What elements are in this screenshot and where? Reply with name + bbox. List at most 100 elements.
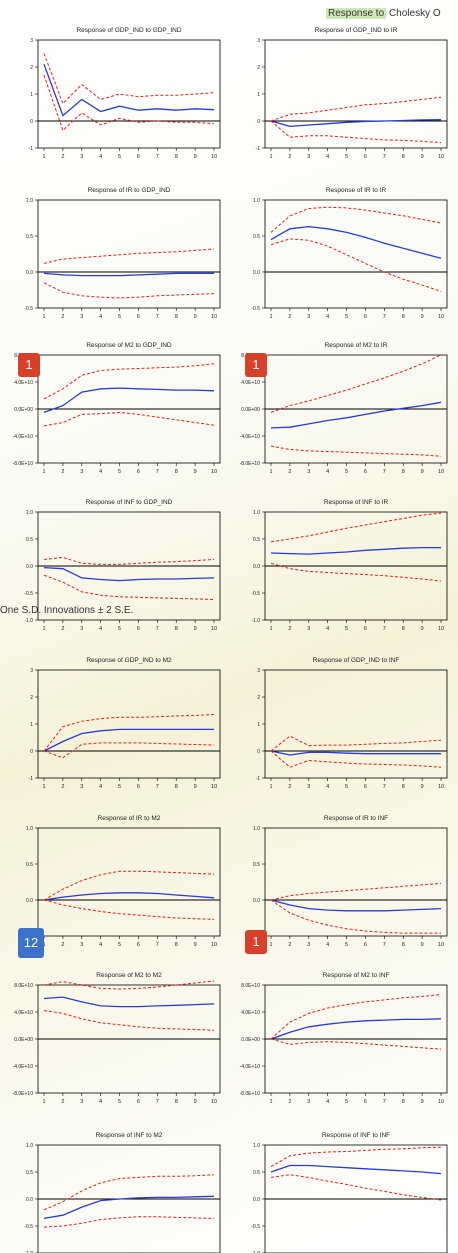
response-line	[43, 1195, 215, 1220]
upper-band-line	[43, 1174, 215, 1211]
x-tick-label: 3	[80, 1099, 83, 1105]
y-tick-label: -4.0E+10	[240, 1064, 261, 1070]
y-tick-label: 0	[30, 749, 33, 755]
x-tick-label: 9	[194, 154, 197, 160]
notification-badge[interactable]: 1	[245, 930, 267, 954]
y-tick-label: 0.0	[26, 1197, 33, 1203]
notification-badge[interactable]: 1	[245, 353, 267, 377]
x-tick-label: 1	[269, 942, 272, 948]
x-tick-label: 1	[42, 942, 45, 948]
x-tick-label: 8	[402, 154, 405, 160]
chart-panel: Response of INF to GDP_IND -1.0 -0.5 0.0 0.5…	[24, 499, 221, 632]
x-tick-label: 2	[288, 314, 291, 320]
response-line	[43, 892, 215, 901]
x-tick-label: 4	[99, 626, 102, 632]
upper-band-line	[270, 96, 442, 122]
x-tick-label: 10	[211, 784, 217, 790]
y-tick-label: 8.0E+10	[241, 983, 260, 989]
y-tick-label: 3	[30, 38, 33, 44]
x-tick-label: 4	[326, 784, 329, 790]
x-tick-label: 6	[364, 1099, 367, 1105]
x-tick-label: 1	[269, 469, 272, 475]
y-tick-label: 1.0	[253, 198, 260, 204]
x-tick-label: 5	[345, 1099, 348, 1105]
x-tick-label: 3	[307, 1099, 310, 1105]
x-tick-label: 7	[156, 942, 159, 948]
y-tick-label: 1.0	[253, 1143, 260, 1149]
y-tick-label: 0.5	[253, 1170, 260, 1176]
y-tick-label: -0.5	[24, 1224, 33, 1230]
x-tick-label: 3	[307, 154, 310, 160]
x-tick-label: 7	[156, 626, 159, 632]
y-tick-label: -0.5	[24, 591, 33, 597]
y-tick-label: -1.0	[24, 1251, 33, 1253]
x-tick-label: 5	[118, 314, 121, 320]
upper-band-line	[43, 53, 215, 105]
x-tick-label: 3	[307, 784, 310, 790]
y-tick-label: 1	[257, 92, 260, 98]
x-tick-label: 2	[288, 942, 291, 948]
x-tick-label: 1	[269, 626, 272, 632]
response-line	[270, 1164, 442, 1175]
plot-frame	[264, 827, 448, 937]
notification-badge[interactable]: 1	[18, 353, 40, 377]
x-tick-label: 7	[383, 469, 386, 475]
x-tick-label: 4	[99, 784, 102, 790]
x-tick-label: 2	[61, 942, 64, 948]
x-tick-label: 6	[364, 784, 367, 790]
y-tick-label: -0.5	[24, 306, 33, 312]
x-tick-label: 4	[99, 314, 102, 320]
response-line	[270, 750, 441, 756]
chart-title: Response of INF to IR	[324, 499, 389, 506]
x-tick-label: 9	[421, 942, 424, 948]
y-tick-label: 0.0	[26, 270, 33, 276]
x-tick-label: 9	[421, 469, 424, 475]
response-line	[43, 64, 215, 117]
notification-badge[interactable]: 12	[18, 928, 44, 958]
x-tick-label: 6	[137, 626, 140, 632]
title-rest: Cholesky O	[388, 8, 441, 19]
x-tick-label: 3	[80, 469, 83, 475]
chart-title: Response of IR to IR	[326, 187, 387, 194]
y-tick-label: 0.0	[253, 1197, 260, 1203]
y-tick-label: 2	[30, 695, 33, 701]
y-tick-label: 1.0	[26, 1143, 33, 1149]
chart-panel: Response of GDP_IND to INF -1 0 1 2 3 1 2 3 4 5 6 7 8…	[256, 657, 448, 790]
chart-title: Response of GDP_IND to M2	[86, 657, 172, 664]
chart-panel: Response of IR to IR -0.5 0.0 0.5 1.0 1 2 3 4 5 6 7…	[251, 187, 448, 320]
chart-title: Response of GDP_IND to INF	[313, 657, 400, 664]
chart-panel: Response of IR to M2-0.50.00.51.01234567…	[24, 815, 221, 948]
y-tick-label: 1.0	[26, 198, 33, 204]
x-tick-label: 3	[80, 784, 83, 790]
x-tick-label: 7	[383, 626, 386, 632]
x-tick-label: 3	[307, 626, 310, 632]
x-tick-label: 10	[211, 626, 217, 632]
response-line	[270, 119, 442, 128]
lower-band-line	[43, 1216, 215, 1228]
lower-band-line	[270, 750, 442, 768]
y-tick-label: 3	[257, 668, 260, 674]
x-tick-label: 1	[42, 1099, 45, 1105]
y-tick-label: 0.0	[253, 898, 260, 904]
x-tick-label: 8	[175, 1099, 178, 1105]
x-tick-label: 2	[288, 626, 291, 632]
x-tick-label: 2	[61, 784, 64, 790]
y-tick-label: 0.0	[253, 270, 260, 276]
x-tick-label: 9	[194, 1099, 197, 1105]
lower-band-line	[270, 238, 442, 292]
lower-band-line	[43, 899, 215, 920]
x-tick-label: 7	[156, 784, 159, 790]
y-tick-label: 1	[30, 92, 33, 98]
y-tick-label: 4.0E+10	[14, 380, 33, 386]
y-tick-label: -8.0E+10	[240, 1091, 261, 1097]
y-tick-label: 4.0E+10	[14, 1010, 33, 1016]
x-tick-label: 6	[137, 469, 140, 475]
chart-panel: Response of INF to IR -1.0 -0.5 0.0 0.5 1.0 1 2…	[251, 499, 448, 632]
lower-band-line	[43, 282, 215, 299]
y-tick-label: 0.5	[253, 862, 260, 868]
lower-band-line	[270, 1038, 442, 1050]
y-tick-label: -1.0	[251, 1251, 260, 1253]
x-tick-label: 1	[42, 154, 45, 160]
x-tick-label: 9	[421, 626, 424, 632]
upper-band-line	[270, 206, 442, 233]
